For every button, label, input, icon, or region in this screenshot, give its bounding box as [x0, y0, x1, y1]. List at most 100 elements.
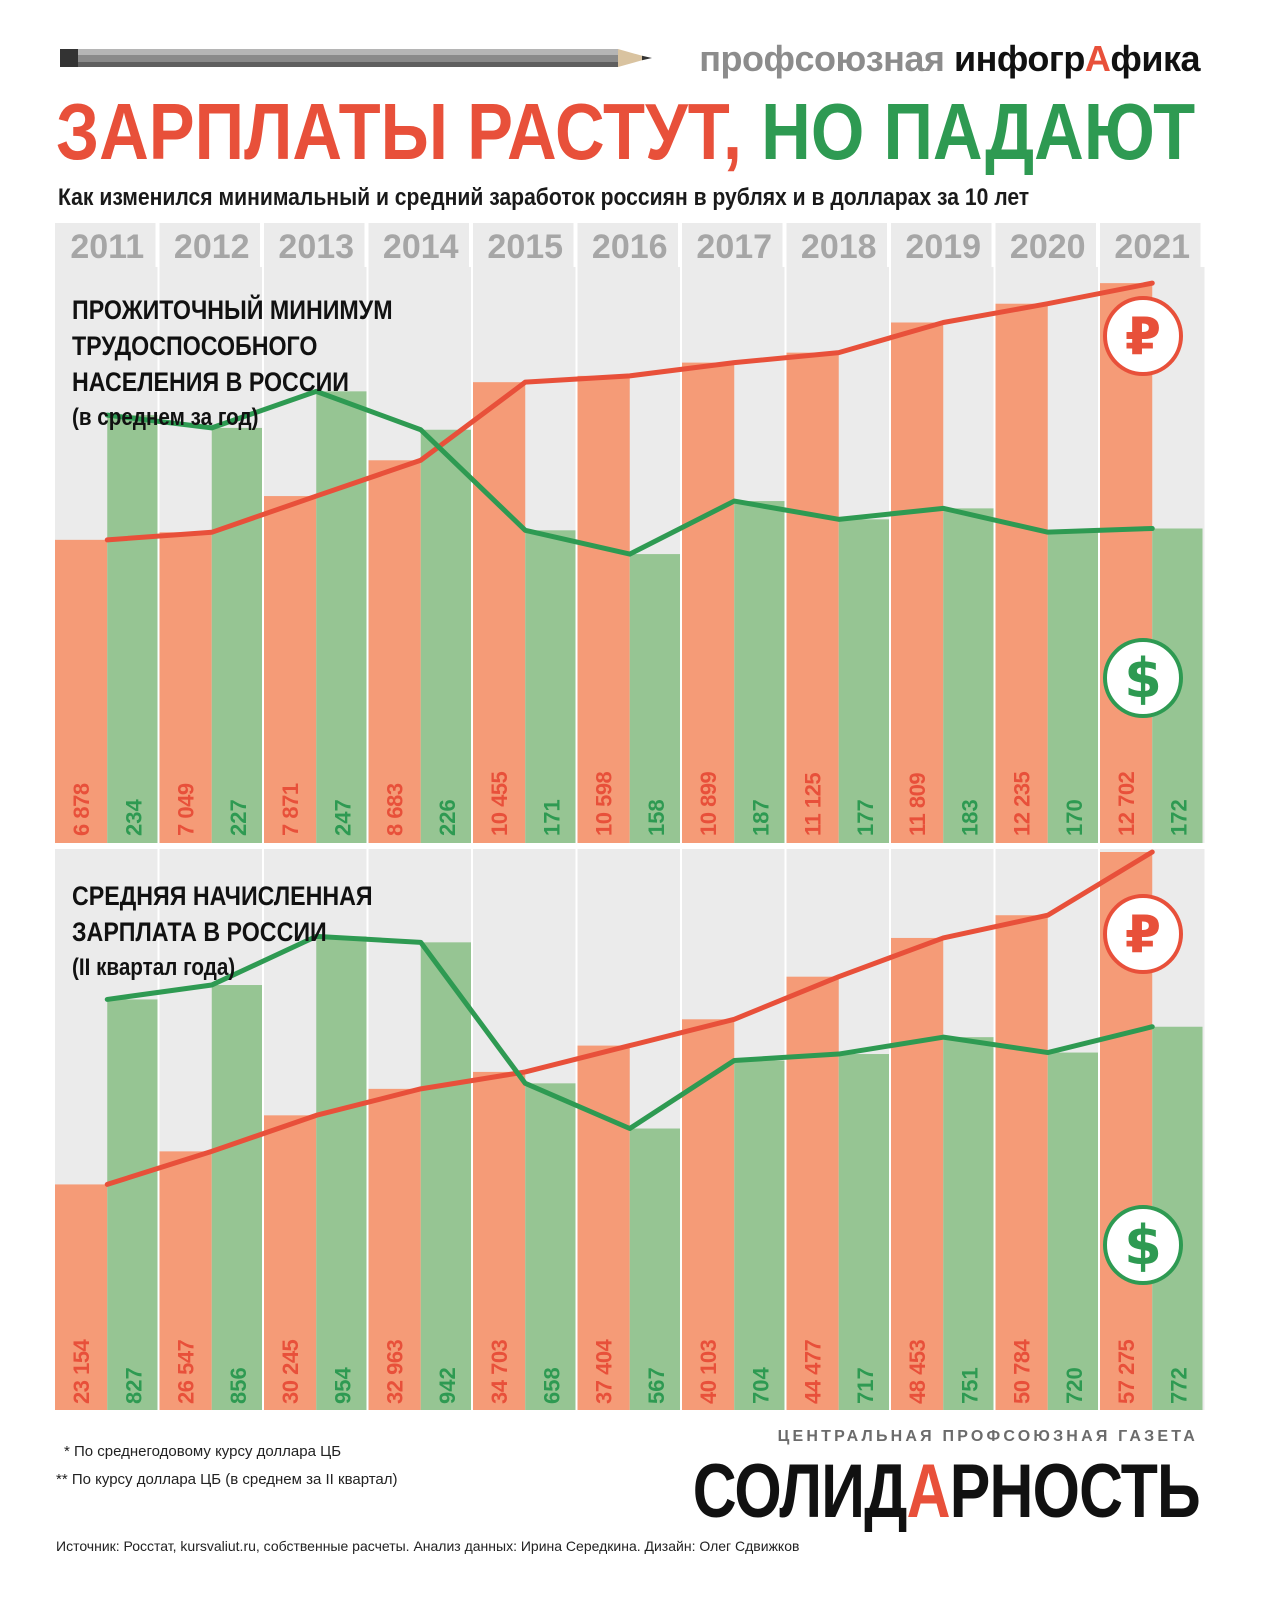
dollar-icon-glyph: $	[1124, 647, 1162, 710]
column-divider	[157, 849, 160, 1410]
title-green: НО ПАДАЮТ	[761, 87, 1196, 176]
ruble-bar	[55, 1184, 108, 1410]
dollar-bar	[943, 1037, 994, 1410]
source-credit: Источник: Росстат, kursvaliut.ru, собств…	[56, 1538, 800, 1554]
ruble-value-label: 57 275	[1114, 1339, 1139, 1404]
dollar-trend-line	[104, 933, 1155, 1132]
ruble-value-label: 6 878	[69, 783, 94, 836]
dollar-icon	[1103, 1205, 1183, 1285]
paper-logo: СОЛИДАРНОСТЬ	[693, 1448, 1201, 1535]
column-divider	[366, 849, 369, 1410]
dollar-value-label: 704	[748, 1367, 773, 1404]
ruble-bar	[995, 303, 1048, 843]
ruble-bar	[264, 496, 317, 843]
column-divider	[1098, 849, 1100, 1410]
chart-1-title-line: НАСЕЛЕНИЯ В РОССИИ	[72, 367, 349, 397]
column-divider	[889, 267, 891, 843]
ruble-value-label: 32 963	[383, 1339, 408, 1404]
pencil-icon	[60, 49, 652, 67]
brand-main-2: фика	[1110, 38, 1200, 79]
brand-main-1: инфогр	[953, 38, 1085, 79]
column-divider	[575, 267, 578, 843]
dollar-bar	[629, 554, 680, 843]
paper-tagline: ЦЕНТРАЛЬНАЯ ПРОФСОЮЗНАЯ ГАЗЕТА	[777, 1428, 1198, 1445]
dollar-bar	[943, 508, 994, 843]
column-divider	[889, 849, 891, 1410]
ruble-bar	[891, 322, 944, 843]
brand-accent: А	[1084, 38, 1111, 79]
dollar-value-label: 177	[853, 799, 878, 836]
dollar-icon	[1103, 638, 1183, 718]
year-label: 2021	[1114, 228, 1190, 266]
year-label: 2017	[696, 228, 772, 266]
ruble-bar	[891, 937, 944, 1410]
title-red: ЗАРПЛАТЫ РАСТУТ,	[56, 87, 743, 176]
chart-1-title-line: ТРУДОСПОСОБНОГО	[72, 331, 318, 361]
dollar-value-label: 172	[1166, 799, 1191, 836]
ruble-value-label: 7 049	[174, 783, 199, 836]
ruble-value-label: 37 404	[592, 1338, 617, 1404]
footnote-1: * По среднегодовому курсу доллара ЦБ	[64, 1443, 342, 1460]
header: профсоюзная инфогрАфика ЗАРПЛАТЫ РАСТУТ,…	[0, 0, 1280, 230]
dollar-bar	[316, 936, 367, 1410]
dollar-bar	[107, 415, 158, 843]
ruble-bar	[786, 352, 839, 843]
ruble-trend-line	[104, 280, 1155, 543]
column-divider	[680, 849, 682, 1410]
ruble-bar	[368, 460, 421, 843]
year-cell	[577, 223, 678, 267]
dollar-bar	[734, 1060, 785, 1410]
dollar-bar	[1047, 1052, 1098, 1410]
footnotes: * По среднегодовому курсу доллара ЦБ ** …	[56, 1438, 398, 1494]
ruble-value-label: 50 784	[1010, 1338, 1035, 1404]
dollar-bar	[420, 942, 471, 1410]
ruble-value-label: 10 598	[592, 771, 617, 836]
dollar-value-label: 247	[330, 799, 355, 836]
ruble-bar	[577, 375, 630, 843]
dollar-value-label: 567	[644, 1367, 669, 1404]
year-label: 2015	[487, 228, 563, 266]
dollar-bar	[525, 1083, 576, 1410]
dollar-value-label: 658	[539, 1367, 564, 1404]
ruble-bar	[473, 1071, 526, 1410]
dollar-bar	[1047, 532, 1098, 843]
ruble-bar	[159, 1151, 212, 1410]
column-divider	[784, 267, 787, 843]
footnote-2: ** По курсу доллара ЦБ (в среднем за II …	[56, 1471, 398, 1488]
column-divider	[366, 267, 369, 843]
dollar-value-label: 942	[435, 1367, 460, 1404]
column-divider	[262, 849, 264, 1410]
paper-name-2: РНОСТЬ	[949, 1449, 1201, 1534]
ruble-value-label: 8 683	[383, 783, 408, 836]
ruble-value-label: 10 455	[487, 771, 512, 836]
charts-canvas: 2011 2012 2013 2014 2015 2016 2017 2018 2019 2020…	[55, 223, 1205, 1410]
year-cell	[55, 223, 156, 267]
ruble-value-label: 10 899	[696, 771, 721, 836]
dollar-bar	[211, 985, 262, 1410]
column-divider	[262, 267, 264, 843]
ruble-icon	[1103, 894, 1183, 974]
dollar-bar	[107, 999, 158, 1410]
ruble-icon	[1103, 296, 1183, 376]
dollar-value-label: 158	[644, 799, 669, 836]
brand-prefix: профсоюзная	[699, 38, 945, 79]
column-divider	[575, 849, 578, 1410]
ruble-bar	[786, 976, 839, 1410]
year-label: 2016	[592, 228, 668, 266]
year-cell	[786, 223, 887, 267]
dollar-value-label: 170	[1062, 799, 1087, 836]
ruble-bar	[682, 1019, 735, 1410]
ruble-value-label: 11 809	[905, 773, 930, 836]
ruble-value-label: 34 703	[487, 1339, 512, 1404]
dollar-bar	[838, 519, 889, 843]
ruble-value-label: 40 103	[696, 1339, 721, 1404]
column-divider	[784, 849, 787, 1410]
dollar-value-label: 751	[957, 1367, 982, 1404]
ruble-value-label: 30 245	[278, 1339, 303, 1404]
paper-name-accent: А	[906, 1449, 951, 1534]
year-cell	[891, 223, 992, 267]
year-label: 2020	[1010, 228, 1086, 266]
ruble-bar	[577, 1045, 630, 1410]
dollar-bar	[211, 427, 262, 843]
year-cell	[1100, 223, 1201, 267]
